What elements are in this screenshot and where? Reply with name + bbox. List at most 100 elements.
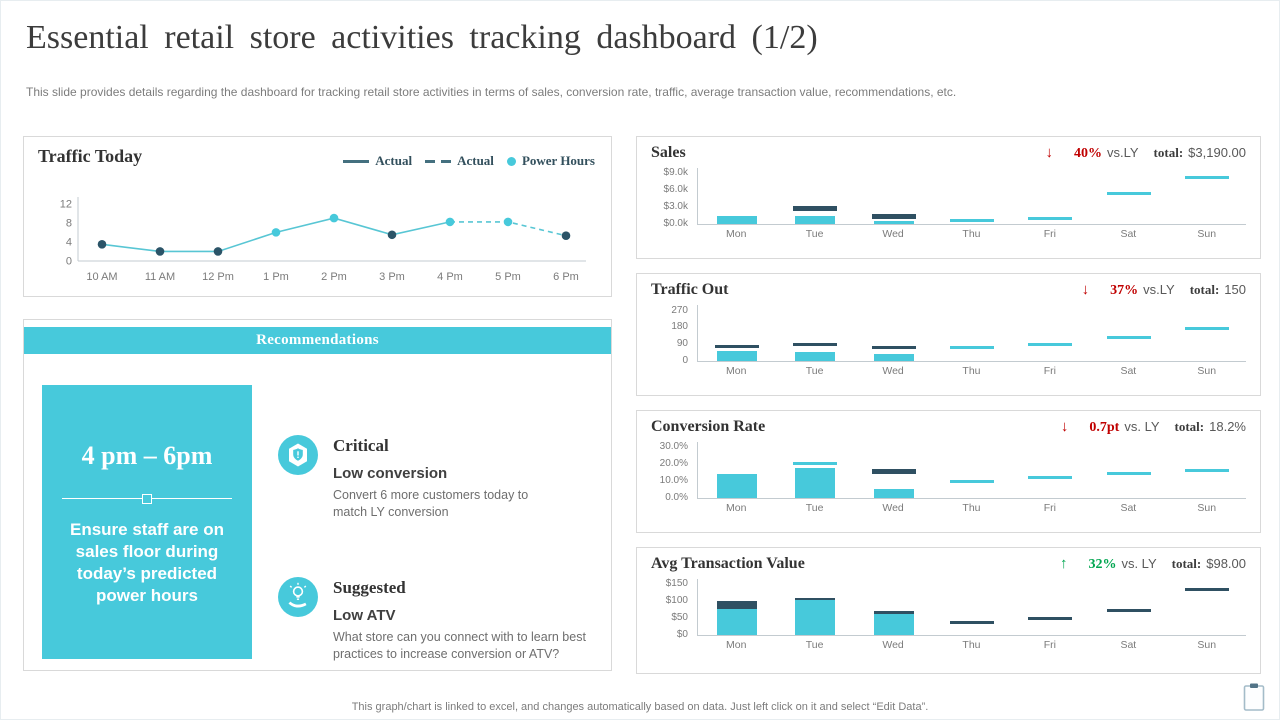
legend-item-actual-dashed: Actual <box>425 153 494 169</box>
y-tick-label: 0 <box>682 355 688 366</box>
kpi-title: Conversion Rate <box>651 418 766 435</box>
power-hour-point <box>503 217 513 227</box>
trend-delta: 32% <box>1088 557 1117 572</box>
day-label: Sun <box>1197 502 1217 514</box>
day-label: Sun <box>1197 228 1217 240</box>
bar-group <box>1011 168 1089 224</box>
power-hour-point <box>329 213 339 223</box>
target-cap <box>873 610 914 614</box>
day-label: Thu <box>962 228 981 240</box>
actual-point <box>213 247 223 256</box>
x-tick-label: 5 Pm <box>495 271 521 283</box>
marker-dash <box>871 469 916 475</box>
target-cap <box>717 601 758 609</box>
marker-dash <box>793 205 838 211</box>
bar-group <box>933 305 1011 361</box>
marker-dash <box>949 346 994 350</box>
x-tick-label: 2 Pm <box>321 271 347 283</box>
legend-item-power-hours: Power Hours <box>506 153 595 169</box>
day-label: Tue <box>805 502 824 514</box>
marker-dash <box>949 480 994 484</box>
x-axis-labels: Mon Tue Wed Thu Fri Sat Sun <box>697 502 1246 514</box>
critical-body: Convert 6 more customers today to match … <box>333 488 529 519</box>
target-cap <box>795 598 836 601</box>
kpi-card-sales: Sales ↓ 40% vs.LY total: $3,190.00 $9.0k $6.0k $… <box>636 136 1261 259</box>
marker-dash <box>1106 336 1151 340</box>
y-tick-label: 180 <box>671 321 688 333</box>
bar-group <box>855 305 933 361</box>
bar-group <box>855 442 933 498</box>
x-tick-label: 12 Pm <box>202 271 234 283</box>
x-tick-label: 4 Pm <box>437 271 463 283</box>
marker-dash <box>1028 343 1073 347</box>
actual-bar <box>717 215 758 224</box>
bar-group <box>776 442 854 498</box>
kpi-metrics: ↑ 32% vs. LY total: $98.00 <box>1060 555 1246 573</box>
recommendation-item-critical: Critical Low conversion Convert 6 more c… <box>278 435 595 521</box>
total-value: $98.00 <box>1206 556 1246 571</box>
day-label: Mon <box>725 365 747 377</box>
suggested-texts: Suggested Low ATV What store can you con… <box>333 577 595 663</box>
y-tick-label: $0 <box>676 629 688 640</box>
power-hour-point <box>271 228 281 237</box>
day-label: Thu <box>962 365 981 377</box>
bar-group <box>698 442 776 498</box>
traffic-today-panel: Traffic Today Actual Actual Power Hours … <box>23 136 612 297</box>
legend-item-actual-solid: Actual <box>343 153 412 169</box>
actual-bar <box>873 488 914 498</box>
kpi-title: Traffic Out <box>651 281 729 298</box>
kpi-plot-row: $9.0k $6.0k $3.0k $0.0k <box>651 167 1246 229</box>
actual-point <box>387 230 397 240</box>
x-tick-label: 3 Pm <box>379 271 405 283</box>
power-hours-time-range: 4 pm – 6pm <box>81 441 213 470</box>
page-title: Essential retail store activities tracki… <box>26 19 818 56</box>
x-tick-label: 1 Pm <box>263 271 289 283</box>
day-label: Mon <box>725 639 747 651</box>
marker-dash <box>793 343 838 347</box>
actual-bar <box>873 613 914 635</box>
kpi-title: Avg Transaction Value <box>651 555 805 572</box>
y-tick-label: $150 <box>665 578 688 590</box>
day-label: Tue <box>805 365 824 377</box>
kpi-metrics: ↓ 40% vs.LY total: $3,190.00 <box>1045 144 1246 162</box>
legend-label: Actual <box>457 153 494 168</box>
day-label: Tue <box>805 639 824 651</box>
marker-dash <box>1184 469 1229 473</box>
trend-vs-label: vs.LY <box>1106 145 1139 160</box>
day-label: Sat <box>1120 639 1137 651</box>
actual-bar <box>717 350 758 361</box>
bar-group <box>1011 305 1089 361</box>
suggested-subheading: Low ATV <box>333 606 396 624</box>
recommendations-header: Recommendations <box>24 327 611 354</box>
marker-dash <box>871 214 916 220</box>
y-axis-labels: 270 180 90 0 <box>651 305 697 366</box>
actual-bar <box>717 608 758 635</box>
plot-area <box>697 168 1246 225</box>
bar-group <box>1089 442 1167 498</box>
day-label: Wed <box>882 228 904 240</box>
bar-group <box>698 579 776 635</box>
day-label: Tue <box>805 228 824 240</box>
idea-hand-icon <box>278 576 318 617</box>
trend-vs-label: vs. LY <box>1121 556 1157 571</box>
total-value: 18.2% <box>1209 419 1246 434</box>
actual-bar <box>873 220 914 224</box>
y-tick-label: 4 <box>66 236 72 248</box>
bar-group <box>855 579 933 635</box>
marker-dash <box>1028 476 1073 480</box>
plot-area <box>697 442 1246 499</box>
total-label: total: <box>1171 556 1202 571</box>
bar-group <box>933 442 1011 498</box>
y-tick-label: 0 <box>66 256 72 268</box>
x-axis-labels: Mon Tue Wed Thu Fri Sat Sun <box>697 639 1246 651</box>
trend-delta: 40% <box>1073 146 1102 161</box>
marker-dash <box>1106 471 1151 475</box>
alert-shield-icon <box>278 435 318 475</box>
y-tick-label: 30.0% <box>659 441 688 453</box>
day-label: Fri <box>1043 502 1057 514</box>
marker-dash <box>1184 176 1229 180</box>
day-label: Wed <box>882 639 904 651</box>
day-label: Thu <box>962 502 981 514</box>
trend-up-arrow-icon: ↑ <box>1059 555 1068 572</box>
day-label: Thu <box>962 639 981 651</box>
